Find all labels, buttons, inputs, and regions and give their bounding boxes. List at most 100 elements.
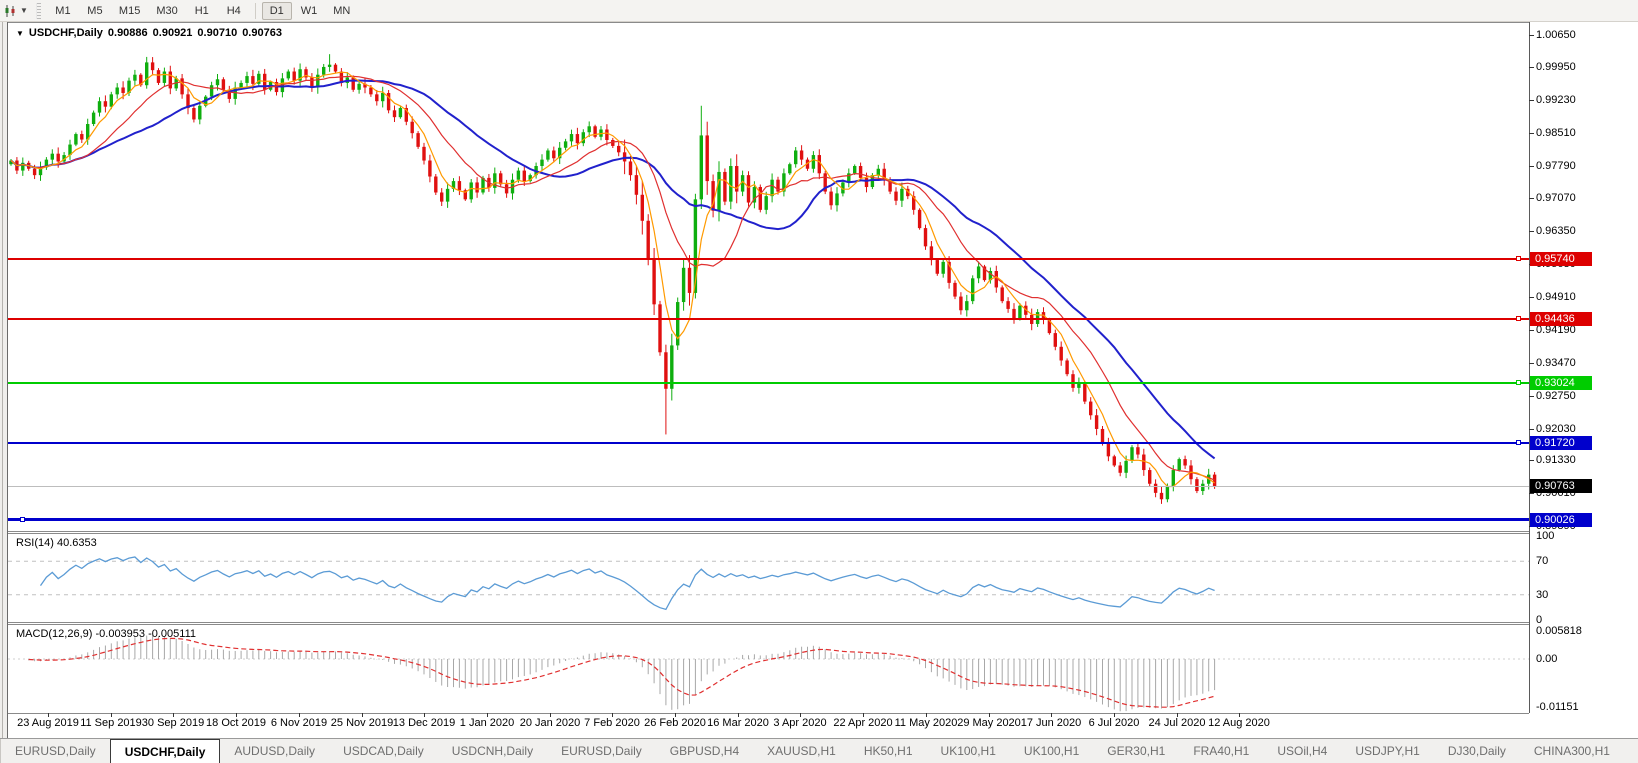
level-marker[interactable] bbox=[20, 517, 25, 522]
price-level-tag: 0.93024 bbox=[1530, 376, 1592, 390]
candle-body bbox=[982, 266, 987, 281]
candle-body bbox=[1089, 401, 1093, 416]
price-axis-tick bbox=[1529, 429, 1534, 430]
candle-body bbox=[369, 87, 373, 95]
date-tick bbox=[48, 713, 49, 717]
pane-divider-macd[interactable] bbox=[8, 622, 1529, 623]
chart-tab-usoil-17[interactable]: USOil,H1 bbox=[1624, 739, 1638, 763]
candle-body bbox=[504, 184, 509, 194]
candle-body bbox=[463, 190, 467, 200]
candle-body bbox=[959, 296, 963, 311]
price-axis-tick bbox=[1529, 363, 1534, 364]
candle-body bbox=[1077, 383, 1081, 388]
candle-body bbox=[717, 171, 721, 211]
date-label: 6 Nov 2019 bbox=[270, 717, 328, 729]
pane-divider-rsi[interactable] bbox=[8, 531, 1529, 532]
candle-body bbox=[870, 175, 875, 188]
date-tick bbox=[989, 713, 990, 717]
price-axis-tick bbox=[1529, 396, 1534, 397]
timeframe-button-m1[interactable]: M1 bbox=[55, 4, 71, 17]
level-marker[interactable] bbox=[1516, 256, 1521, 261]
timeframe-toolbar: ▼ M1 M5 M15 M30 H1 H4 D1 W1 MN bbox=[0, 0, 1638, 22]
level-line-0.95740[interactable] bbox=[8, 258, 1529, 260]
price-axis-label: 0.92750 bbox=[1536, 390, 1576, 402]
candle-body bbox=[1159, 492, 1164, 500]
date-label: 25 Nov 2019 bbox=[330, 717, 394, 729]
candle-body bbox=[1053, 333, 1057, 347]
timeframe-button-d1[interactable]: D1 bbox=[261, 1, 292, 20]
candle-body bbox=[150, 62, 155, 71]
candle-body bbox=[209, 85, 214, 97]
window-left-edge[interactable] bbox=[0, 22, 8, 763]
timeframe-button-h4[interactable]: H4 bbox=[226, 4, 241, 17]
candle-body bbox=[965, 301, 969, 311]
chart-tab-china300-16[interactable]: CHINA300,H1 bbox=[1533, 744, 1610, 758]
date-tick bbox=[738, 713, 739, 717]
rsi-axis-label: 0 bbox=[1536, 614, 1543, 626]
price-axis-tick bbox=[1529, 297, 1534, 298]
candle-body bbox=[546, 150, 550, 160]
level-line-0.94436[interactable] bbox=[8, 318, 1529, 320]
chart-tab-xauusd-7[interactable]: XAUUSD,H1 bbox=[767, 744, 836, 758]
level-line-0.90026[interactable] bbox=[8, 518, 1529, 521]
candle-body bbox=[971, 278, 975, 302]
rsi-indicator-canvas[interactable] bbox=[8, 535, 1529, 621]
date-label: 29 May 2020 bbox=[957, 717, 1021, 729]
chart-title: ▼ USDCHF,Daily 0.90886 0.90921 0.90710 0… bbox=[16, 27, 282, 39]
chart-tab-usdcad-3[interactable]: USDCAD,Daily bbox=[343, 744, 424, 758]
price-axis-label: 0.99950 bbox=[1536, 61, 1576, 73]
chart-tab-fra40-12[interactable]: FRA40,H1 bbox=[1193, 744, 1250, 758]
tab-bar-lead bbox=[0, 739, 1, 763]
date-tick bbox=[1114, 713, 1115, 717]
chart-tab-usdjpy-14[interactable]: USDJPY,H1 bbox=[1355, 744, 1420, 758]
candle-body bbox=[410, 121, 414, 134]
level-marker[interactable] bbox=[1516, 380, 1521, 385]
candle-body bbox=[21, 162, 25, 171]
level-line-0.93024[interactable] bbox=[8, 382, 1529, 384]
chart-tab-ger30-11[interactable]: GER30,H1 bbox=[1107, 744, 1166, 758]
level-marker[interactable] bbox=[1516, 440, 1521, 445]
date-tick bbox=[612, 713, 613, 717]
timeframe-button-mn[interactable]: MN bbox=[333, 4, 351, 17]
timeframe-button-m5[interactable]: M5 bbox=[87, 4, 103, 17]
ma-mid-line bbox=[10, 75, 1215, 481]
timeframe-button-w1[interactable]: W1 bbox=[300, 4, 318, 17]
timeframe-button-m30[interactable]: M30 bbox=[156, 4, 178, 17]
candle-body bbox=[540, 159, 544, 167]
candle-body bbox=[162, 71, 167, 83]
candle-body bbox=[522, 170, 526, 182]
macd-indicator-canvas[interactable] bbox=[8, 626, 1529, 713]
ohlc-close: 0.90763 bbox=[242, 27, 282, 39]
chart-tab-usdcnh-4[interactable]: USDCNH,Daily bbox=[451, 744, 534, 758]
candle-body bbox=[44, 159, 49, 168]
chart-title-caret-icon[interactable]: ▼ bbox=[16, 28, 24, 38]
chart-type-button[interactable]: ▼ bbox=[0, 0, 34, 21]
chart-tab-hk50-8[interactable]: HK50,H1 bbox=[863, 744, 913, 758]
candle-body bbox=[1112, 456, 1116, 466]
candle-body bbox=[876, 168, 880, 176]
chart-tab-usdchf-1[interactable]: USDCHF,Daily bbox=[109, 739, 221, 763]
candle-body bbox=[1177, 459, 1181, 471]
chart-tab-uk100-9[interactable]: UK100,H1 bbox=[940, 744, 996, 758]
candle-body bbox=[994, 271, 998, 288]
level-marker[interactable] bbox=[1516, 316, 1521, 321]
price-axis-label: 0.96350 bbox=[1536, 225, 1576, 237]
timeframe-button-m15[interactable]: M15 bbox=[118, 4, 141, 17]
candle-body bbox=[416, 133, 420, 147]
chart-tab-usoil-13[interactable]: USOil,H4 bbox=[1277, 744, 1328, 758]
candle-body bbox=[422, 146, 426, 161]
candle-body bbox=[788, 164, 792, 174]
chart-tab-gbpusd-6[interactable]: GBPUSD,H4 bbox=[669, 744, 740, 758]
level-line-0.91720[interactable] bbox=[8, 442, 1529, 444]
toolbar-grip-handle[interactable] bbox=[35, 2, 41, 19]
chart-tab-eurusd-5[interactable]: EURUSD,Daily bbox=[561, 744, 642, 758]
timeframe-button-h1[interactable]: H1 bbox=[194, 4, 209, 17]
chart-tab-audusd-2[interactable]: AUDUSD,Daily bbox=[234, 744, 316, 758]
chart-tab-eurusd-0[interactable]: EURUSD,Daily bbox=[15, 744, 96, 758]
candle-body bbox=[91, 112, 96, 125]
chart-tab-dj30-15[interactable]: DJ30,Daily bbox=[1447, 744, 1506, 758]
candle-body bbox=[1000, 287, 1004, 302]
price-chart-canvas[interactable] bbox=[8, 23, 1529, 531]
chart-tab-uk100-10[interactable]: UK100,H1 bbox=[1023, 744, 1080, 758]
